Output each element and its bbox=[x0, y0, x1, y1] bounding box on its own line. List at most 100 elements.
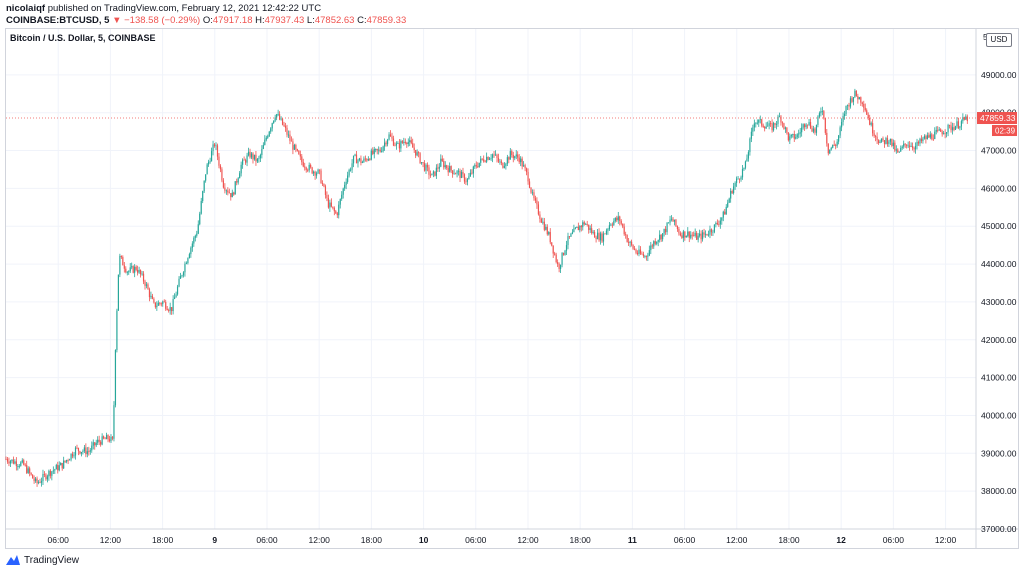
candle-body bbox=[237, 178, 239, 183]
candle-body bbox=[818, 113, 821, 117]
candle-body bbox=[114, 350, 117, 406]
candle-body bbox=[889, 138, 891, 142]
candle-body bbox=[833, 144, 835, 146]
candle-body bbox=[653, 241, 655, 247]
candle-body bbox=[23, 460, 25, 465]
candle-body bbox=[820, 111, 822, 114]
candle-body bbox=[835, 145, 837, 147]
candle-body bbox=[246, 155, 248, 163]
candle-body bbox=[403, 141, 405, 143]
candle-body bbox=[777, 116, 779, 124]
candle-body bbox=[57, 464, 59, 471]
candle-body bbox=[747, 152, 750, 159]
candle-body bbox=[284, 126, 287, 128]
candle-body bbox=[86, 451, 88, 455]
candle-body bbox=[916, 141, 918, 146]
candle-body bbox=[675, 219, 677, 227]
candle-body bbox=[209, 161, 211, 163]
candle-body bbox=[375, 148, 377, 150]
candle-body bbox=[656, 241, 658, 244]
candle-body bbox=[181, 275, 183, 277]
candle-body bbox=[29, 468, 31, 473]
candle-body bbox=[347, 175, 349, 182]
candle-body bbox=[863, 103, 865, 108]
candle-body bbox=[716, 222, 718, 225]
candle-body bbox=[185, 263, 188, 264]
candle-body bbox=[956, 121, 958, 127]
candle-body bbox=[384, 142, 386, 147]
candle-body bbox=[533, 192, 535, 199]
candle-body bbox=[228, 192, 230, 194]
candle-body bbox=[258, 158, 260, 160]
candle-body bbox=[468, 176, 470, 180]
candle-body bbox=[741, 169, 744, 178]
candle-body bbox=[137, 269, 139, 273]
candle-body bbox=[202, 191, 204, 202]
low-label: L: bbox=[306, 15, 315, 26]
publisher-username[interactable]: nicolaiqf bbox=[6, 3, 46, 14]
candle-body bbox=[132, 266, 134, 273]
x-tick-label: 10 bbox=[419, 535, 429, 545]
candle-body bbox=[727, 202, 729, 207]
candle-body bbox=[793, 133, 795, 139]
candle-body bbox=[919, 138, 921, 144]
candle-body bbox=[447, 168, 449, 173]
candle-body bbox=[94, 442, 96, 446]
candle-body bbox=[37, 482, 40, 484]
footer-branding[interactable]: TradingView bbox=[6, 554, 79, 566]
candle-body bbox=[839, 127, 841, 136]
candle-body bbox=[327, 197, 330, 208]
candle-body bbox=[126, 272, 128, 273]
candle-body bbox=[290, 140, 293, 142]
candle-body bbox=[694, 232, 696, 236]
candle-body bbox=[539, 214, 541, 219]
candle-body bbox=[790, 134, 792, 137]
candle-body bbox=[589, 228, 591, 230]
candle-body bbox=[194, 235, 196, 238]
high-value: 47937.43 bbox=[264, 15, 305, 26]
candle-body bbox=[68, 459, 71, 461]
candle-body bbox=[459, 170, 461, 178]
candle-body bbox=[815, 124, 818, 133]
candle-body bbox=[767, 125, 769, 127]
candle-body bbox=[585, 224, 587, 225]
candle-body bbox=[243, 159, 245, 161]
candle-body bbox=[614, 217, 616, 222]
candle-body bbox=[599, 233, 602, 241]
candle-body bbox=[33, 478, 35, 481]
candle-body bbox=[388, 134, 390, 140]
candle-body bbox=[255, 154, 257, 162]
candle-body bbox=[413, 147, 415, 150]
candle-body bbox=[208, 161, 210, 165]
candle-body bbox=[221, 169, 223, 181]
candle-body bbox=[481, 158, 483, 160]
candle-body bbox=[324, 186, 327, 195]
candle-body bbox=[959, 126, 961, 129]
candle-body bbox=[412, 143, 414, 148]
candle-body bbox=[123, 265, 125, 269]
candle-body bbox=[598, 232, 600, 241]
candle-body bbox=[182, 272, 185, 276]
candle-body bbox=[231, 192, 233, 198]
y-tick-label: 45000.00 bbox=[981, 221, 1017, 231]
candle-body bbox=[786, 127, 788, 133]
candle-body bbox=[11, 459, 13, 462]
candle-body bbox=[617, 216, 619, 221]
candle-body bbox=[722, 211, 724, 218]
candle-body bbox=[419, 153, 421, 164]
candle-body bbox=[659, 234, 661, 241]
candle-body bbox=[514, 156, 516, 159]
candle-body bbox=[67, 460, 69, 461]
candle-body bbox=[925, 136, 927, 140]
candle-body bbox=[506, 157, 508, 164]
publish-info: published on TradingView.com, February 1… bbox=[45, 3, 322, 14]
candle-body bbox=[450, 166, 452, 171]
candle-body bbox=[392, 138, 395, 146]
candle-body bbox=[574, 227, 576, 229]
candle-body bbox=[866, 110, 868, 115]
currency-badge[interactable]: USD bbox=[986, 33, 1012, 47]
candle-body bbox=[60, 462, 62, 466]
candle-body bbox=[724, 211, 726, 215]
candle-body bbox=[111, 436, 114, 439]
